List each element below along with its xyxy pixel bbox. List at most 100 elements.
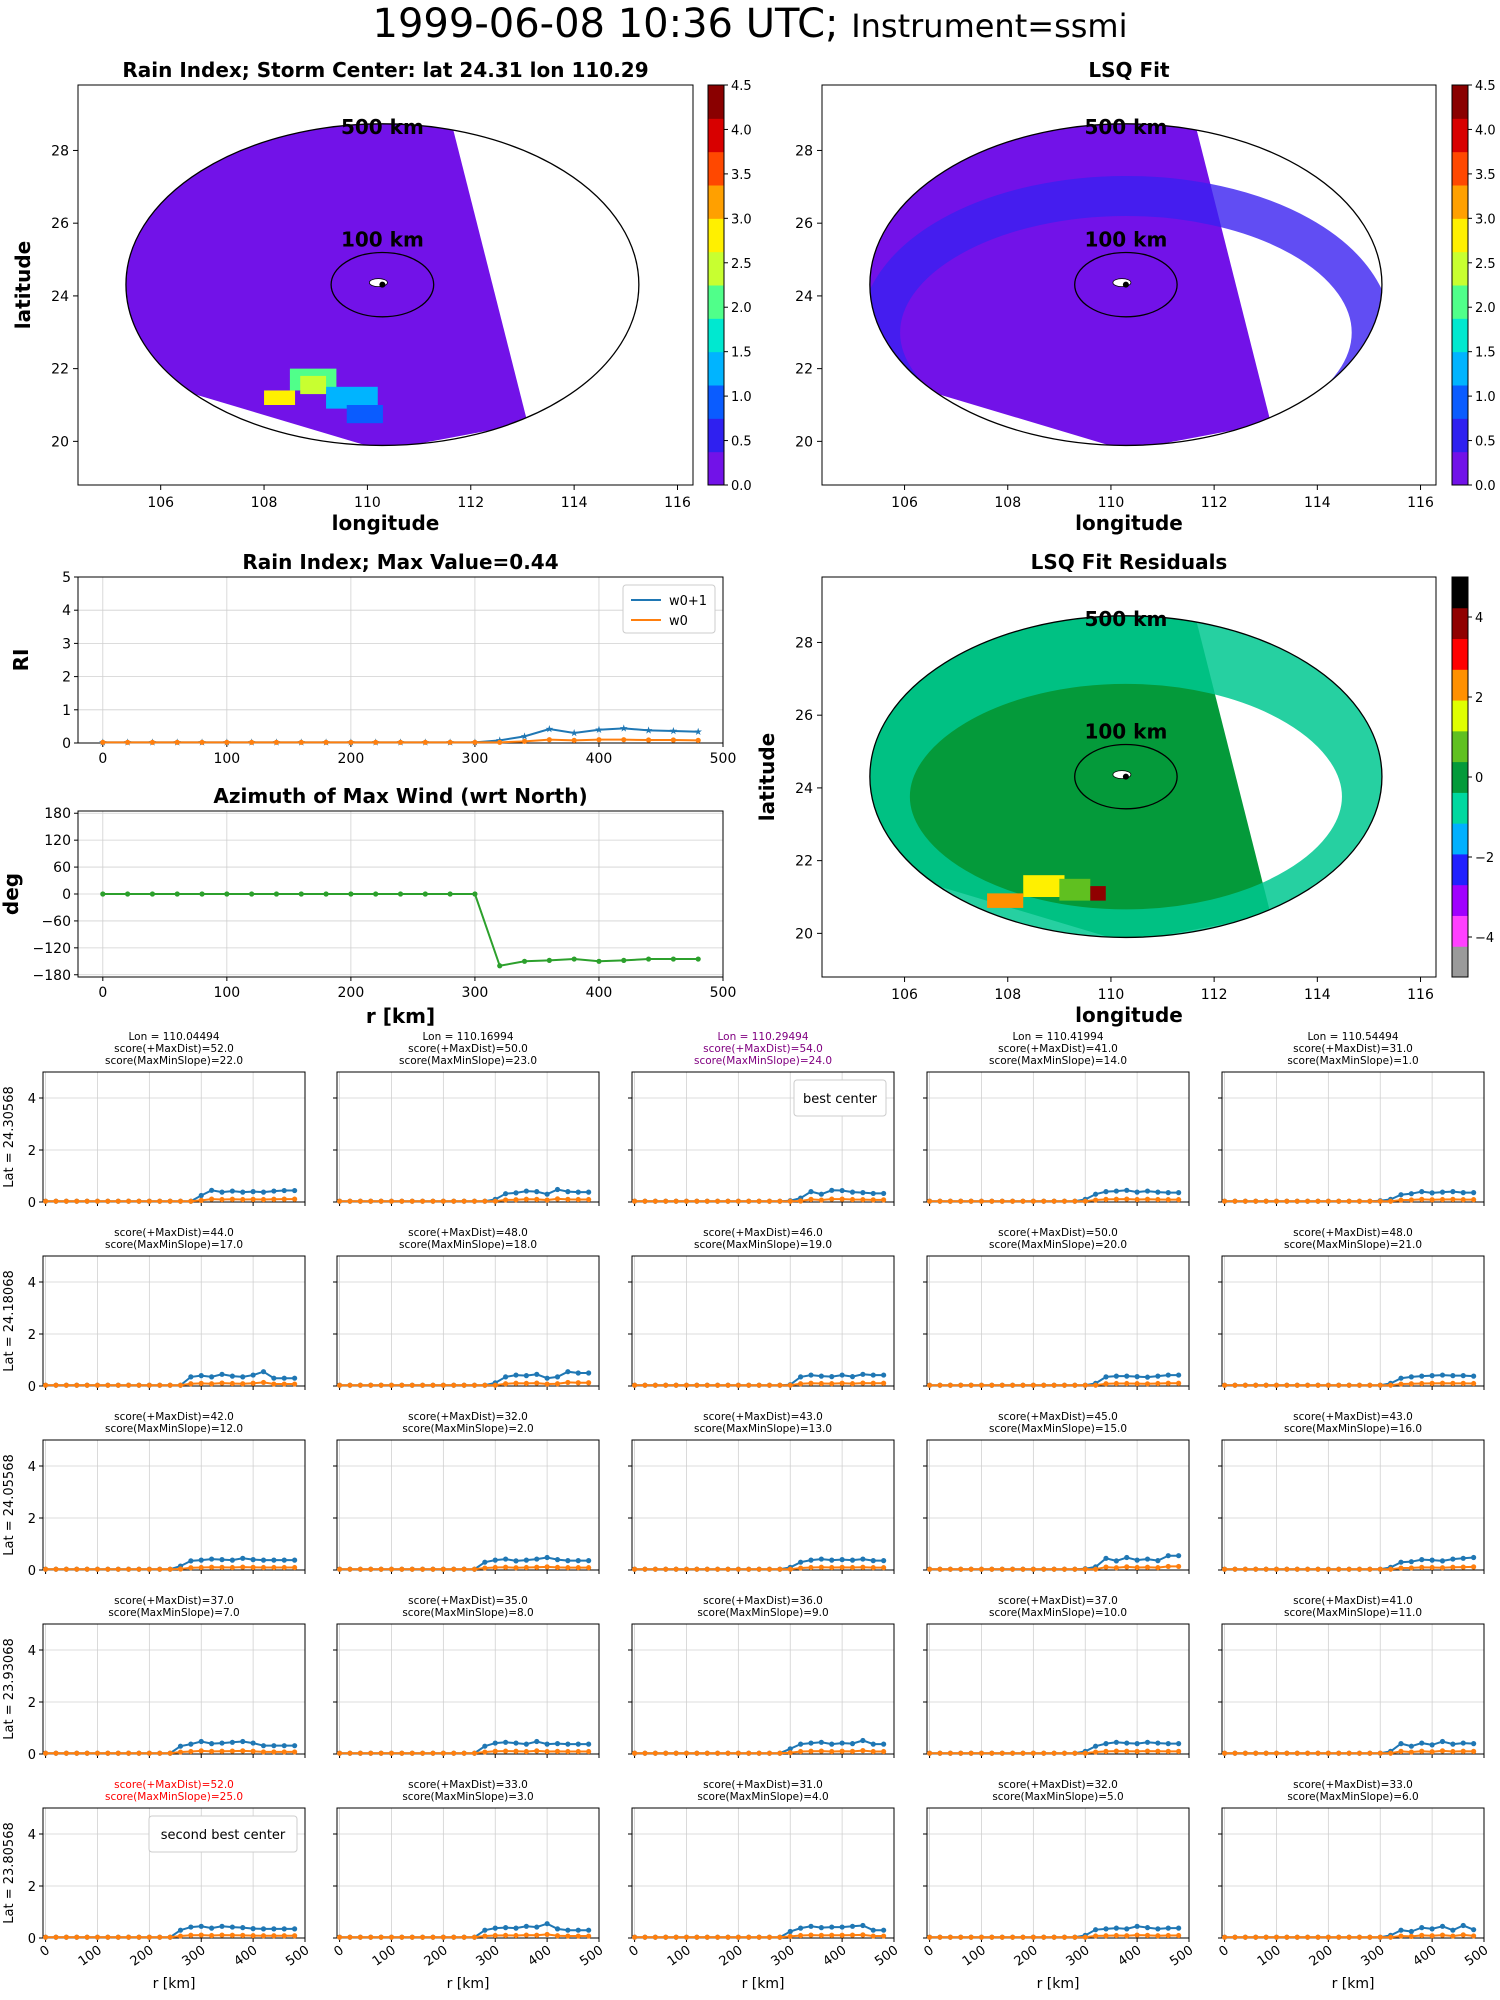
panel-legend-box <box>148 1815 298 1853</box>
series-w0-point <box>1041 1566 1047 1572</box>
y-tick-label: 120 <box>44 833 71 849</box>
series-w0-point <box>860 1932 866 1938</box>
series-w0-point <box>787 1566 793 1572</box>
series-w0-point <box>544 1197 550 1203</box>
series-w0-point <box>958 1382 964 1388</box>
score-panel-r3c4: score(+MaxDist)=41.0score(MaxMinSlope)=1… <box>1218 1595 1485 1758</box>
axes-frame <box>926 1807 1190 1939</box>
series-w0p1-point <box>1408 1374 1414 1380</box>
series-w0-point <box>958 1934 964 1940</box>
series-w0p1-point <box>1398 1375 1404 1381</box>
series-w0-point <box>482 1382 488 1388</box>
x-tick-label: 400 <box>586 985 613 1001</box>
series-w0p1-point <box>808 1189 814 1195</box>
series-w0-point <box>554 1564 561 1570</box>
resid-ring <box>869 615 1382 938</box>
series-w0-point <box>565 1933 571 1939</box>
series-w0p1-point <box>240 1189 246 1195</box>
axes-frame <box>1221 1439 1485 1571</box>
series-w0p1-point <box>870 1558 876 1564</box>
series-w0-point <box>1419 1380 1425 1387</box>
panel-title-line: score(MaxMinSlope)=6.0 <box>1287 1791 1418 1803</box>
series-w0p1-point <box>1103 1189 1109 1195</box>
colorbar-segment <box>1452 577 1468 609</box>
axes-frame <box>631 1439 895 1571</box>
y-tick-label: 24 <box>51 289 69 305</box>
series-w0-point <box>1061 1382 1068 1388</box>
colorbar-tick-label: 0.5 <box>1475 435 1496 450</box>
series-w0-point <box>1460 1197 1466 1203</box>
colorbar-segment <box>708 418 724 453</box>
series-w0-point <box>818 1564 824 1570</box>
series-w0-point <box>347 1566 353 1572</box>
series-w0-point <box>523 1196 529 1202</box>
series-w0-point <box>471 1566 478 1572</box>
series-w0-point <box>798 1748 804 1755</box>
series-w0-point <box>63 1382 69 1388</box>
series-w0-point <box>683 1198 690 1204</box>
series-w0p1-point <box>292 1926 298 1932</box>
colorbar-segment <box>1452 638 1468 670</box>
panel-title-line: score(MaxMinSlope)=19.0 <box>694 1239 832 1251</box>
series-w0p1-point <box>492 1557 498 1563</box>
series-w0-point <box>798 1932 804 1939</box>
series-w0p1-point <box>1103 1555 1109 1561</box>
rain-index-legend: w0+1 w0 <box>622 584 716 634</box>
series-w0-point <box>1082 1566 1088 1572</box>
series-w0-point <box>1336 1750 1342 1756</box>
series-w0-point <box>105 1750 111 1756</box>
series-w0-point <box>513 1197 519 1203</box>
series-azimuth-point <box>100 891 106 897</box>
series-w0-point <box>74 1934 80 1940</box>
x-tick-label: 100 <box>960 1943 989 1970</box>
series-w0-point <box>430 1750 436 1756</box>
series-w0p1-point <box>839 1924 845 1930</box>
series-w0p1-point <box>881 1558 887 1564</box>
series-w0-point <box>1315 1198 1321 1204</box>
storm-center-marker <box>1122 773 1129 780</box>
series-w0-point <box>1176 1748 1182 1754</box>
series-w0p1-point <box>1134 1923 1140 1929</box>
series-w0-point <box>492 1748 498 1754</box>
series-w0p1-point <box>586 1558 592 1564</box>
series-w0p1-point <box>565 1369 571 1375</box>
series-w0-point <box>53 1382 59 1388</box>
series-w0-point <box>74 1198 80 1204</box>
panel-xlabel: r [km] <box>153 1976 196 1992</box>
panel-title-line: score(MaxMinSlope)=5.0 <box>992 1791 1123 1803</box>
y-tick-label: 180 <box>44 806 71 822</box>
series-w0-point <box>1134 1196 1140 1203</box>
series-w0-point <box>1336 1566 1342 1572</box>
series-w0-point <box>209 1381 215 1387</box>
y-tick-label: 20 <box>795 926 813 942</box>
map-ylabel: latitude <box>755 733 779 821</box>
series-w0-point <box>420 1750 426 1756</box>
series-w0p1-point <box>849 1557 856 1563</box>
series-w0-point <box>735 1934 741 1940</box>
series-w0p1-point <box>1113 1373 1119 1379</box>
map-panel-2: 500 km 100 km 106 108 110 112 114 116 20 22 24 26 28… <box>795 58 1496 535</box>
series-w0p1-point <box>513 1740 519 1746</box>
series-w0-point <box>1398 1748 1404 1754</box>
series-w0-point <box>1082 1382 1088 1388</box>
series-w0p1-point <box>849 1741 856 1747</box>
x-tick-label: 500 <box>1167 1943 1196 1970</box>
series-w0p1-point <box>240 1738 246 1745</box>
series-azimuth-point <box>149 891 156 897</box>
series-w0-point <box>240 1748 246 1754</box>
series-w0-point <box>1460 1932 1466 1938</box>
series-w0-point <box>292 1933 298 1939</box>
x-tick-label: 116 <box>1407 987 1434 1003</box>
series-w0-point <box>1325 1750 1331 1756</box>
series-w0-point <box>388 1198 395 1204</box>
series-w0-point <box>523 1380 529 1386</box>
series-azimuth-point <box>249 891 255 897</box>
series-w0p1-point <box>1398 1559 1404 1565</box>
series-w0p1-point <box>829 1924 835 1930</box>
series-w0-point <box>146 1198 152 1204</box>
series-w0p1-point <box>281 1187 287 1194</box>
map-frame <box>821 576 1437 978</box>
series-w0-point <box>1030 1198 1036 1204</box>
series-w0-point <box>947 1198 953 1204</box>
series-w0p1-point <box>1439 1738 1446 1745</box>
